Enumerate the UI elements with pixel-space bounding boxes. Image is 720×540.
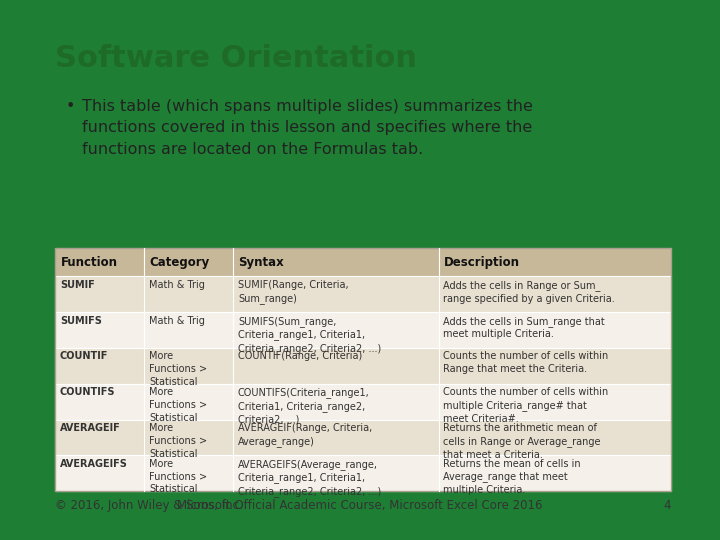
Text: Syntax: Syntax bbox=[238, 255, 284, 268]
Text: COUNTIFS: COUNTIFS bbox=[60, 387, 115, 397]
Text: Math & Trig: Math & Trig bbox=[149, 316, 204, 326]
Text: Software Orientation: Software Orientation bbox=[55, 44, 418, 73]
Text: Microsoft Official Academic Course, Microsoft Excel Core 2016: Microsoft Official Academic Course, Micr… bbox=[177, 500, 543, 512]
Text: Counts the number of cells within
Range that meet the Criteria.: Counts the number of cells within Range … bbox=[444, 352, 608, 374]
Bar bbox=[55, 248, 671, 491]
Text: 4: 4 bbox=[664, 500, 671, 512]
Text: AVERAGEIF: AVERAGEIF bbox=[60, 423, 121, 433]
Text: COUNTIF: COUNTIF bbox=[60, 352, 108, 361]
Bar bbox=[55, 348, 671, 384]
Text: Category: Category bbox=[150, 255, 210, 268]
Text: Math & Trig: Math & Trig bbox=[149, 280, 204, 290]
Bar bbox=[55, 455, 671, 491]
Text: AVERAGEIFS(Average_range,
Criteria_range1, Criteria1,
Criteria_range2, Criteria2: AVERAGEIFS(Average_range, Criteria_range… bbox=[238, 459, 381, 497]
Text: More
Functions >
Statistical: More Functions > Statistical bbox=[149, 459, 207, 495]
Text: AVERAGEIFS: AVERAGEIFS bbox=[60, 459, 128, 469]
Text: Counts the number of cells within
multiple Criteria_range# that
meet Criteria#.: Counts the number of cells within multip… bbox=[444, 387, 608, 424]
Text: SUMIFS: SUMIFS bbox=[60, 316, 102, 326]
Bar bbox=[55, 312, 671, 348]
Text: SUMIF: SUMIF bbox=[60, 280, 95, 290]
Bar bbox=[55, 384, 671, 420]
Text: AVERAGEIF(Range, Criteria,
Average_range): AVERAGEIF(Range, Criteria, Average_range… bbox=[238, 423, 372, 447]
Text: Adds the cells in Range or Sum_
range specified by a given Criteria.: Adds the cells in Range or Sum_ range sp… bbox=[444, 280, 615, 303]
Bar bbox=[55, 248, 671, 276]
Text: More
Functions >
Statistical: More Functions > Statistical bbox=[149, 423, 207, 458]
Text: SUMIF(Range, Criteria,
Sum_range): SUMIF(Range, Criteria, Sum_range) bbox=[238, 280, 348, 303]
Text: Returns the mean of cells in
Average_range that meet
multiple Criteria.: Returns the mean of cells in Average_ran… bbox=[444, 459, 581, 495]
Text: Function: Function bbox=[60, 255, 117, 268]
Bar bbox=[55, 420, 671, 455]
Text: SUMIFS(Sum_range,
Criteria_range1, Criteria1,
Criteria_range2, Criteria2, ...): SUMIFS(Sum_range, Criteria_range1, Crite… bbox=[238, 316, 381, 354]
Bar bbox=[55, 276, 671, 312]
Text: Description: Description bbox=[444, 255, 520, 268]
Text: COUNTIF(Range, Criteria): COUNTIF(Range, Criteria) bbox=[238, 352, 362, 361]
Text: More
Functions >
Statistical: More Functions > Statistical bbox=[149, 352, 207, 387]
Text: This table (which spans multiple slides) summarizes the
functions covered in thi: This table (which spans multiple slides)… bbox=[82, 99, 533, 157]
Text: COUNTIFS(Criteria_range1,
Criteria1, Criteria_range2,
Criteria2, ...): COUNTIFS(Criteria_range1, Criteria1, Cri… bbox=[238, 387, 369, 424]
Text: Returns the arithmetic mean of
cells in Range or Average_range
that meet a Crite: Returns the arithmetic mean of cells in … bbox=[444, 423, 600, 460]
Text: •: • bbox=[66, 99, 75, 113]
Text: More
Functions >
Statistical: More Functions > Statistical bbox=[149, 387, 207, 423]
Text: Adds the cells in Sum_range that
meet multiple Criteria.: Adds the cells in Sum_range that meet mu… bbox=[444, 316, 605, 340]
Text: © 2016, John Wiley & Sons, Inc.: © 2016, John Wiley & Sons, Inc. bbox=[55, 500, 243, 512]
